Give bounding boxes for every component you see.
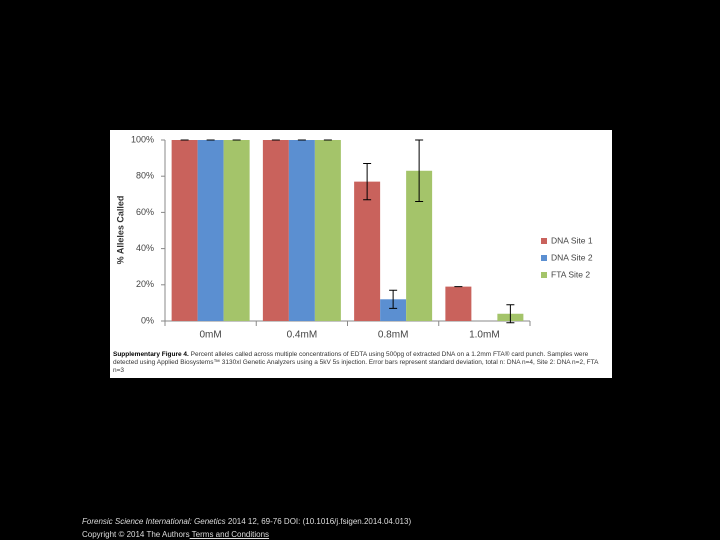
- y-tick-label: 40%: [136, 243, 154, 253]
- footer: Forensic Science International: Genetics…: [82, 515, 411, 540]
- error-bar: [506, 304, 515, 324]
- bar: [171, 140, 198, 321]
- y-tick-label: 0%: [141, 315, 154, 325]
- y-tick-label: 60%: [136, 207, 154, 217]
- legend-label: DNA Site 1: [551, 235, 593, 245]
- copyright-line: Copyright © 2014 The Authors Terms and C…: [82, 528, 411, 540]
- legend-swatch: [541, 255, 547, 261]
- citation: 2014 12, 69-76 DOI: (10.1016/j.fsigen.20…: [225, 517, 412, 526]
- legend-label: FTA Site 2: [551, 269, 590, 279]
- bar: [314, 140, 341, 321]
- legend-swatch: [541, 238, 547, 244]
- x-tick-label: 0.8mM: [378, 330, 409, 341]
- bar: [197, 140, 224, 321]
- legend-label: DNA Site 2: [551, 252, 593, 262]
- legend-swatch: [541, 272, 547, 278]
- bar: [354, 181, 381, 321]
- bar: [380, 299, 407, 321]
- error-bar: [415, 139, 424, 203]
- citation-line: Forensic Science International: Genetics…: [82, 515, 411, 528]
- caption-label: Supplementary Figure 4.: [113, 351, 189, 358]
- y-axis-title: % Alleles Called: [115, 196, 125, 265]
- error-bar: [363, 163, 372, 201]
- y-tick-label: 80%: [136, 171, 154, 181]
- caption: Supplementary Figure 4. Percent alleles …: [113, 351, 609, 375]
- bar: [223, 140, 250, 321]
- x-tick-label: 1.0mM: [469, 330, 500, 341]
- terms-link[interactable]: Terms and Conditions: [189, 530, 270, 539]
- bar: [445, 286, 472, 321]
- journal: Forensic Science International: Genetics: [82, 517, 226, 526]
- bar: [288, 140, 315, 321]
- caption-text: Percent alleles called across multiple c…: [113, 351, 599, 374]
- x-tick-label: 0.4mM: [287, 330, 318, 341]
- bar: [262, 140, 289, 321]
- error-bar: [389, 289, 398, 309]
- copyright: Copyright © 2014 The Authors: [82, 530, 190, 539]
- x-tick-label: 0mM: [200, 330, 222, 341]
- y-tick-label: 20%: [136, 279, 154, 289]
- y-tick-label: 100%: [131, 134, 154, 144]
